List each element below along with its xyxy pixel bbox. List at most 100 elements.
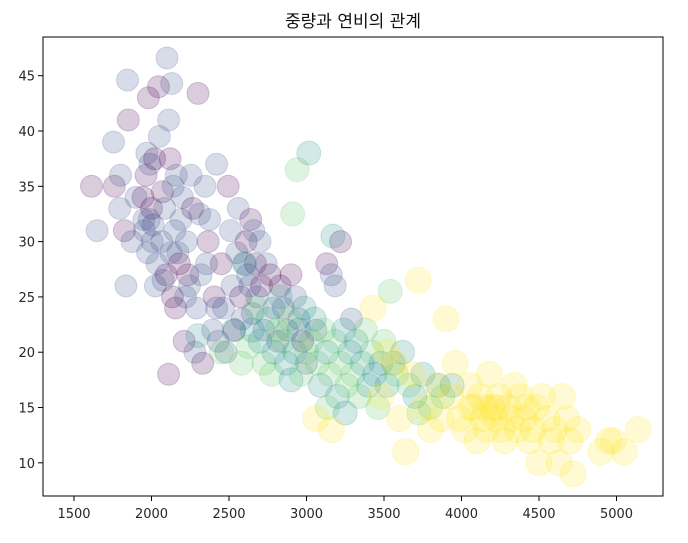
y-tick-label: 35 [18, 180, 35, 195]
data-point [174, 230, 198, 254]
data-point [522, 394, 550, 421]
data-point [243, 252, 267, 276]
data-point [402, 384, 428, 409]
data-point [284, 285, 308, 309]
data-point [374, 372, 400, 398]
data-point [340, 361, 366, 387]
data-point [131, 185, 155, 209]
data-point [537, 427, 565, 455]
data-point [282, 339, 308, 365]
data-point [273, 350, 299, 376]
data-point [143, 274, 167, 298]
data-point [171, 185, 194, 209]
data-point [427, 405, 455, 433]
data-point [291, 295, 317, 321]
data-point [116, 108, 140, 132]
data-point [232, 251, 257, 277]
data-point [164, 296, 187, 320]
data-point [147, 75, 170, 99]
data-point [314, 395, 340, 420]
data-point [174, 285, 198, 309]
data-point [287, 307, 311, 331]
data-point [234, 230, 258, 254]
x-tick-label: 2000 [135, 507, 168, 522]
data-point [469, 405, 497, 433]
y-tick-label: 30 [18, 236, 35, 251]
data-point [250, 274, 273, 298]
data-point [141, 213, 165, 237]
data-point [164, 163, 188, 187]
data-point [201, 318, 225, 342]
data-point [294, 339, 319, 365]
data-point [252, 318, 276, 342]
data-point [362, 361, 388, 387]
data-point [328, 350, 354, 376]
data-point [432, 305, 460, 333]
data-point [219, 219, 242, 243]
data-point [513, 394, 541, 421]
data-point [320, 223, 346, 249]
data-point [264, 317, 290, 343]
data-point [439, 372, 465, 398]
data-point [136, 241, 160, 265]
data-point [516, 427, 544, 455]
data-point [610, 438, 638, 466]
data-point [506, 383, 534, 410]
data-point [304, 318, 328, 342]
data-point [343, 328, 369, 354]
data-point [268, 274, 292, 298]
data-point [136, 86, 160, 110]
data-point [205, 296, 229, 320]
data-point [229, 285, 253, 309]
data-point [559, 460, 587, 488]
data-point [277, 306, 302, 332]
data-point [167, 252, 191, 276]
x-tick-label: 3500 [367, 507, 400, 522]
data-point [457, 394, 485, 421]
data-point [191, 351, 215, 375]
data-point [176, 263, 200, 287]
data-point [143, 147, 167, 171]
data-point [275, 318, 299, 342]
data-point [380, 350, 406, 376]
data-point [102, 130, 125, 154]
data-point [295, 351, 318, 375]
data-point [437, 383, 465, 410]
data-point [322, 328, 348, 354]
data-point [243, 295, 269, 321]
data-point [124, 185, 148, 209]
data-point [169, 208, 193, 231]
data-point [346, 384, 372, 409]
data-point [140, 196, 163, 220]
data-point [319, 263, 343, 287]
data-point [337, 339, 363, 365]
data-point [482, 405, 510, 433]
data-point [441, 349, 469, 377]
data-point [317, 416, 345, 444]
data-point [417, 416, 444, 444]
data-point [109, 163, 132, 187]
data-point [157, 108, 181, 132]
data-point [270, 328, 296, 354]
y-tick-label: 45 [18, 70, 35, 85]
data-point [288, 361, 314, 387]
data-point [186, 81, 210, 105]
x-tick-label: 4500 [522, 507, 555, 522]
x-tick-label: 5000 [600, 507, 633, 522]
plot-frame [42, 36, 664, 497]
data-point [410, 361, 436, 387]
data-point [108, 196, 132, 220]
data-point [503, 416, 531, 444]
data-point [233, 252, 256, 276]
data-point [159, 241, 183, 265]
data-point [160, 72, 184, 95]
data-point [323, 274, 347, 298]
data-point [116, 68, 139, 92]
data-point [151, 268, 175, 292]
data-point [181, 196, 205, 220]
data-point [262, 296, 286, 320]
data-point [220, 274, 244, 298]
data-point [451, 416, 479, 444]
data-point [137, 208, 161, 231]
